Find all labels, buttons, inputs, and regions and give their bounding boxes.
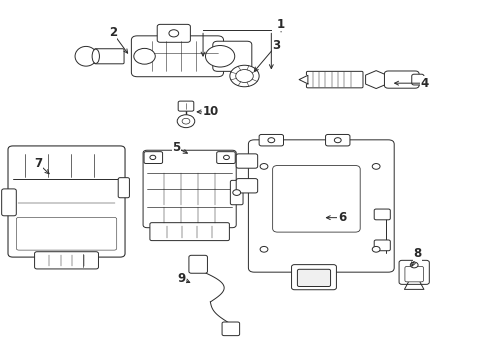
Text: 5: 5 — [172, 141, 180, 154]
FancyBboxPatch shape — [143, 150, 236, 228]
Circle shape — [267, 138, 274, 143]
FancyBboxPatch shape — [259, 134, 283, 146]
Polygon shape — [365, 71, 386, 89]
Text: 4: 4 — [420, 77, 428, 90]
Circle shape — [235, 69, 253, 82]
FancyBboxPatch shape — [1, 189, 16, 216]
Circle shape — [232, 190, 240, 195]
Text: 9: 9 — [177, 272, 185, 285]
Circle shape — [205, 45, 234, 67]
FancyBboxPatch shape — [384, 71, 418, 88]
FancyBboxPatch shape — [144, 152, 162, 163]
Circle shape — [134, 48, 155, 64]
Text: 6: 6 — [337, 211, 346, 224]
Circle shape — [260, 247, 267, 252]
Ellipse shape — [75, 46, 97, 66]
Circle shape — [150, 155, 156, 159]
FancyBboxPatch shape — [230, 180, 243, 205]
FancyBboxPatch shape — [16, 217, 117, 250]
Circle shape — [229, 65, 259, 87]
FancyBboxPatch shape — [291, 265, 336, 290]
FancyBboxPatch shape — [8, 146, 125, 257]
Circle shape — [371, 163, 379, 169]
Circle shape — [260, 163, 267, 169]
Text: 3: 3 — [272, 39, 280, 52]
FancyBboxPatch shape — [212, 41, 251, 71]
FancyBboxPatch shape — [216, 152, 235, 163]
FancyBboxPatch shape — [404, 266, 423, 282]
FancyBboxPatch shape — [131, 36, 223, 77]
FancyBboxPatch shape — [236, 179, 257, 193]
FancyBboxPatch shape — [94, 49, 124, 64]
Circle shape — [409, 262, 417, 268]
FancyBboxPatch shape — [118, 178, 129, 198]
Text: 8: 8 — [413, 247, 421, 260]
Circle shape — [177, 115, 194, 128]
Circle shape — [168, 30, 178, 37]
FancyBboxPatch shape — [411, 74, 423, 85]
FancyBboxPatch shape — [157, 24, 190, 42]
FancyBboxPatch shape — [272, 166, 360, 232]
Text: 7: 7 — [35, 157, 43, 170]
FancyBboxPatch shape — [306, 71, 362, 88]
FancyBboxPatch shape — [373, 240, 389, 251]
Circle shape — [182, 118, 189, 124]
Circle shape — [334, 138, 341, 143]
Text: 10: 10 — [202, 105, 218, 118]
FancyBboxPatch shape — [248, 140, 393, 272]
FancyBboxPatch shape — [222, 322, 239, 336]
FancyBboxPatch shape — [325, 134, 349, 146]
Circle shape — [371, 247, 379, 252]
FancyBboxPatch shape — [188, 255, 207, 273]
Text: 1: 1 — [276, 18, 285, 31]
FancyBboxPatch shape — [150, 223, 229, 240]
FancyBboxPatch shape — [35, 252, 98, 269]
Circle shape — [223, 155, 229, 159]
FancyBboxPatch shape — [398, 260, 428, 284]
FancyBboxPatch shape — [373, 209, 389, 220]
Polygon shape — [299, 75, 307, 84]
Text: 2: 2 — [108, 27, 117, 40]
FancyBboxPatch shape — [297, 269, 330, 287]
FancyBboxPatch shape — [178, 101, 193, 111]
FancyBboxPatch shape — [236, 154, 257, 168]
Ellipse shape — [92, 49, 99, 63]
